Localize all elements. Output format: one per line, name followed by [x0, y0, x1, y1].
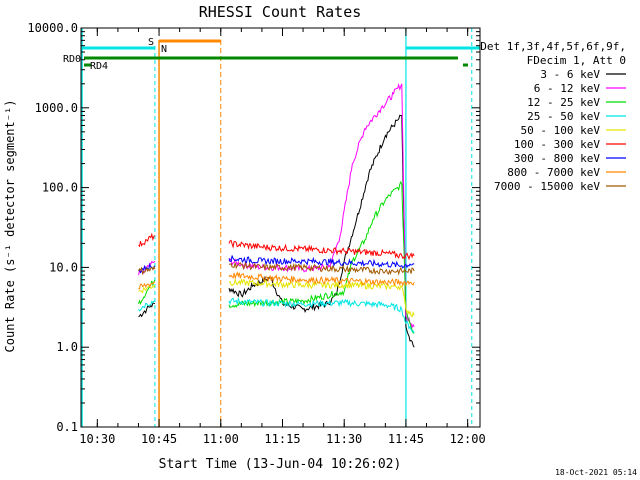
flag-label: N	[161, 44, 167, 55]
series-line	[138, 180, 415, 334]
y-tick-label: 1.0	[56, 340, 78, 354]
flag-label: S	[148, 37, 154, 48]
chart-title: RHESSI Count Rates	[199, 3, 362, 21]
legend-entry-label: 100 - 300 keV	[514, 138, 600, 151]
legend-header: FDecim 1, Att 0	[527, 54, 626, 67]
x-tick-label: 10:45	[141, 432, 177, 446]
x-tick-label: 11:15	[264, 432, 300, 446]
series-line	[138, 232, 415, 261]
legend-entry-label: 12 - 25 keV	[527, 96, 600, 109]
x-tick-label: 11:00	[203, 432, 239, 446]
x-axis-label: Start Time (13-Jun-04 10:26:02)	[159, 457, 402, 472]
legend-entry-label: 300 - 800 keV	[514, 152, 600, 165]
y-tick-label: 100.0	[42, 181, 78, 195]
legend-entry-label: 7000 - 15000 keV	[494, 180, 600, 193]
legend-entry-label: 25 - 50 keV	[527, 110, 600, 123]
y-tick-label: 10000.0	[27, 21, 78, 35]
flag-label: RD0	[63, 54, 81, 65]
legend-entry-label: 3 - 6 keV	[540, 68, 600, 81]
x-tick-label: 11:45	[388, 432, 424, 446]
series-line	[138, 261, 415, 276]
series-line	[138, 255, 415, 274]
plot-frame	[80, 27, 481, 428]
series-line	[138, 277, 415, 318]
legend-entry-label: 6 - 12 keV	[534, 82, 601, 95]
x-tick-label: 10:30	[79, 432, 115, 446]
series-line	[138, 82, 415, 329]
legend-entry-label: 50 - 100 keV	[521, 124, 601, 137]
timestamp: 18-Oct-2021 05:14	[555, 468, 637, 477]
legend-header: Det 1f,3f,4f,5f,6f,9f,	[480, 40, 626, 53]
x-tick-label: 12:00	[450, 432, 486, 446]
x-tick-label: 11:30	[326, 432, 362, 446]
axes: 0.1 1.0 10.0 100.0 1000.0 10000.0 10:30 10:45 11…	[27, 21, 485, 446]
legend: Det 1f,3f,4f,5f,6f,9f,FDecim 1, Att 03 -…	[480, 40, 626, 193]
series-line	[138, 297, 415, 334]
plot-area: SN RD0 RD4	[63, 28, 480, 427]
series-line	[138, 271, 415, 290]
y-axis-label: Count Rate (s⁻¹ detector segment⁻¹)	[3, 100, 17, 353]
y-tick-label: 10.0	[49, 260, 78, 274]
y-tick-label: 1000.0	[35, 101, 78, 115]
y-tick-label: 0.1	[56, 420, 78, 434]
flag-label: RD4	[90, 61, 108, 72]
series-line	[138, 114, 415, 348]
legend-entry-label: 800 - 7000 keV	[507, 166, 600, 179]
